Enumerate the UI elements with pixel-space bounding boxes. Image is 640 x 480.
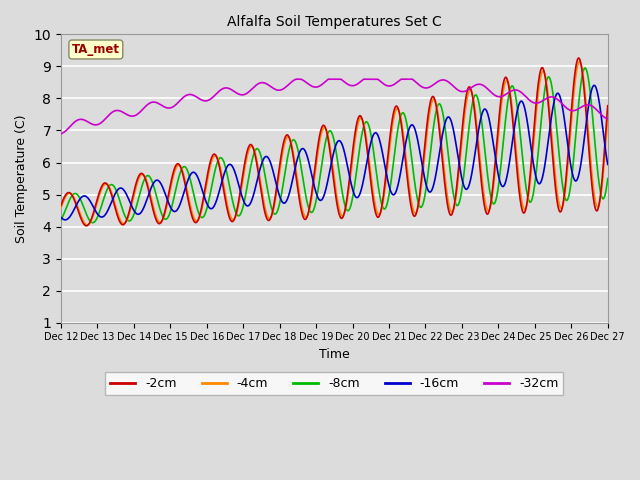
Text: TA_met: TA_met: [72, 43, 120, 56]
Title: Alfalfa Soil Temperatures Set C: Alfalfa Soil Temperatures Set C: [227, 15, 442, 29]
Y-axis label: Soil Temperature (C): Soil Temperature (C): [15, 114, 28, 243]
Legend: -2cm, -4cm, -8cm, -16cm, -32cm: -2cm, -4cm, -8cm, -16cm, -32cm: [105, 372, 563, 395]
X-axis label: Time: Time: [319, 348, 349, 361]
